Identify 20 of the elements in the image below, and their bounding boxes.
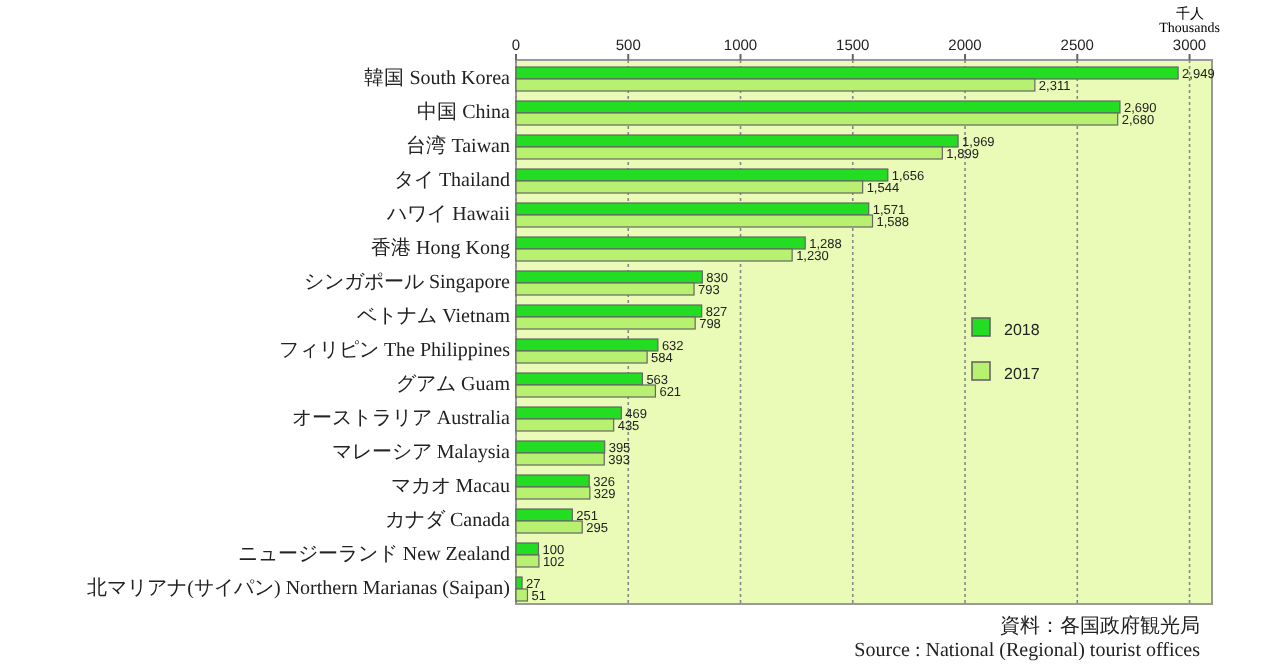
y-tick-label: タイ Thailand xyxy=(393,170,510,192)
text: 資料：各国政府観光局 xyxy=(1000,614,1200,638)
y-tick-label: オーストラリア Australia xyxy=(291,408,512,430)
y-tick-label: マレーシア Malaysia xyxy=(331,442,512,464)
y-tick-label: ベトナム Vietnam xyxy=(357,306,511,328)
y-tick-label: グアム Guam xyxy=(396,374,511,396)
y-tick-label: 中国 China xyxy=(417,100,512,124)
y-tick-label: 北マリアナ(サイパン) Northern Marianas (Saipan) xyxy=(87,576,510,600)
y-tick-label: 香港 Hong Kong xyxy=(371,236,510,260)
source-note: Source : National (Regional) tourist offices xyxy=(854,640,1201,662)
legend-label: 2018 xyxy=(1004,321,1041,339)
y-tick-label: カナダ Canada xyxy=(385,508,512,532)
y-tick-label: 韓国 South Korea xyxy=(364,66,512,90)
y-tick-label: 台湾 Taiwan xyxy=(406,134,510,158)
y-tick-label: ハワイ Hawaii xyxy=(385,204,511,226)
y-tick-label: フィリピン The Philippines xyxy=(278,340,511,362)
legend-label: 2017 xyxy=(1004,365,1041,383)
y-tick-label: シンガポール Singapore xyxy=(303,272,512,294)
y-tick-label: ニュージーランド New Zealand xyxy=(237,544,510,566)
y-tick-label: マカオ Macau xyxy=(390,476,510,498)
